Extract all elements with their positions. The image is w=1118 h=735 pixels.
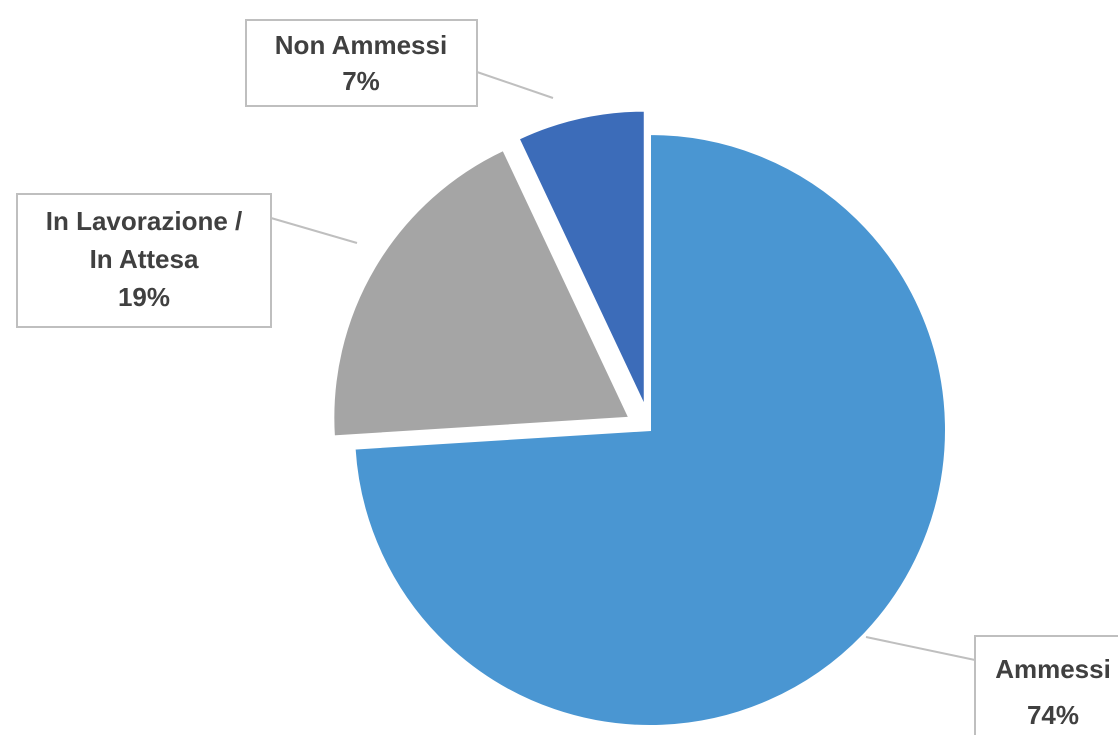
callout-box-in-lavorazione xyxy=(16,193,272,328)
callout-in-lavorazione: In Lavorazione / In Attesa 19% xyxy=(16,193,358,328)
callout-box-ammessi xyxy=(974,635,1118,735)
slice-label-non-ammessi: Non Ammessi xyxy=(275,30,447,60)
callout-non-ammessi: Non Ammessi 7% xyxy=(245,19,554,107)
callout-ammessi: Ammessi 74% xyxy=(865,635,1118,735)
slice-label-in-lavorazione-line1: In Lavorazione / xyxy=(46,206,243,236)
slice-label-in-lavorazione-line2: In Attesa xyxy=(90,244,199,274)
slice-value-ammessi: 74% xyxy=(1027,700,1079,730)
pie-slice-in-lavorazione-in-attesa xyxy=(332,148,631,438)
callout-box-non-ammessi xyxy=(245,19,478,107)
slice-label-ammessi: Ammessi xyxy=(995,654,1111,684)
pie-slice-non-ammessi xyxy=(517,109,646,408)
slice-value-non-ammessi: 7% xyxy=(342,66,380,96)
slice-value-in-lavorazione: 19% xyxy=(118,282,170,312)
leader-line-non-ammessi xyxy=(476,71,554,99)
pie-slice-ammessi xyxy=(353,132,947,727)
leader-line-in-lavorazione xyxy=(270,217,358,244)
pie-slices xyxy=(332,109,947,727)
leader-line-ammessi xyxy=(865,636,976,661)
